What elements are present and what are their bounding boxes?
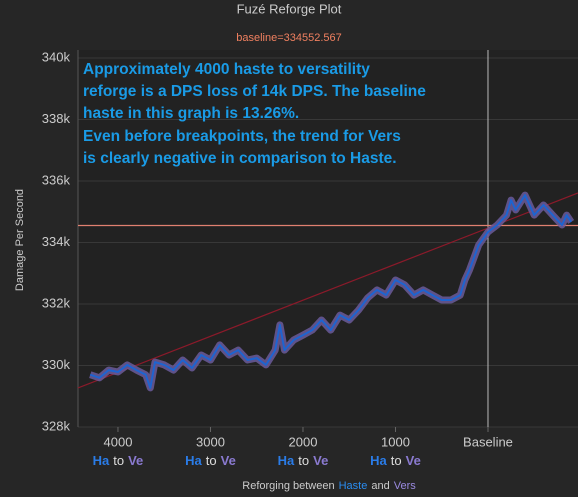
chart-title: Fuzé Reforge Plot bbox=[237, 1, 342, 16]
x-label-part: Reforging between bbox=[242, 480, 334, 492]
y-tick-label: 328k bbox=[42, 418, 71, 433]
sublabel-part: Ve bbox=[313, 453, 328, 468]
annotation: haste in this graph is 13.26%. bbox=[83, 105, 299, 122]
x-tick-sublabel: Ha to Ve bbox=[278, 453, 329, 468]
sublabel-part: Ha bbox=[370, 453, 387, 468]
y-tick-label: 338k bbox=[42, 111, 71, 126]
series-line bbox=[89, 194, 573, 389]
x-tick-sublabel: Ha to Ve bbox=[185, 453, 236, 468]
x-tick-sublabel: Ha to Ve bbox=[93, 453, 144, 468]
sublabel-part: Ha bbox=[185, 453, 202, 468]
x-label-part: Haste bbox=[339, 480, 368, 492]
y-tick-label: 330k bbox=[42, 357, 71, 372]
y-tick-label: 336k bbox=[42, 172, 71, 187]
sublabel-part: to bbox=[206, 453, 217, 468]
sublabel-part: Ve bbox=[128, 453, 143, 468]
y-tick-label: 334k bbox=[42, 234, 71, 249]
y-tick-label: 332k bbox=[42, 295, 71, 310]
sublabel-part: to bbox=[298, 453, 309, 468]
x-tick-label: 2000 bbox=[289, 434, 318, 449]
annotation: reforge is a DPS loss of 14k DPS. The ba… bbox=[83, 83, 426, 100]
y-axis-label: Damage Per Second bbox=[14, 189, 26, 291]
sublabel-part: Ve bbox=[221, 453, 236, 468]
sublabel-part: Ha bbox=[278, 453, 295, 468]
sublabel-part: to bbox=[113, 453, 124, 468]
x-tick-label: 1000 bbox=[381, 434, 410, 449]
x-tick-label: Baseline bbox=[463, 434, 513, 449]
annotation: Even before breakpoints, the trend for V… bbox=[83, 128, 401, 145]
sublabel-part: to bbox=[391, 453, 402, 468]
y-tick-label: 340k bbox=[42, 49, 71, 64]
chart-subtitle: baseline=334552.567 bbox=[236, 32, 342, 44]
x-tick-sublabel: Ha to Ve bbox=[370, 453, 421, 468]
x-label-part: Vers bbox=[394, 480, 417, 492]
x-axis-label: Reforging between Haste and Vers bbox=[242, 480, 416, 492]
sublabel-part: Ha bbox=[93, 453, 110, 468]
x-tick-label: 3000 bbox=[196, 434, 225, 449]
sublabel-part: Ve bbox=[406, 453, 421, 468]
x-label-part: and bbox=[371, 480, 389, 492]
annotation: is clearly negative in comparison to Has… bbox=[83, 150, 397, 167]
annotation: Approximately 4000 haste to versatility bbox=[83, 61, 370, 78]
x-tick-label: 4000 bbox=[104, 434, 133, 449]
